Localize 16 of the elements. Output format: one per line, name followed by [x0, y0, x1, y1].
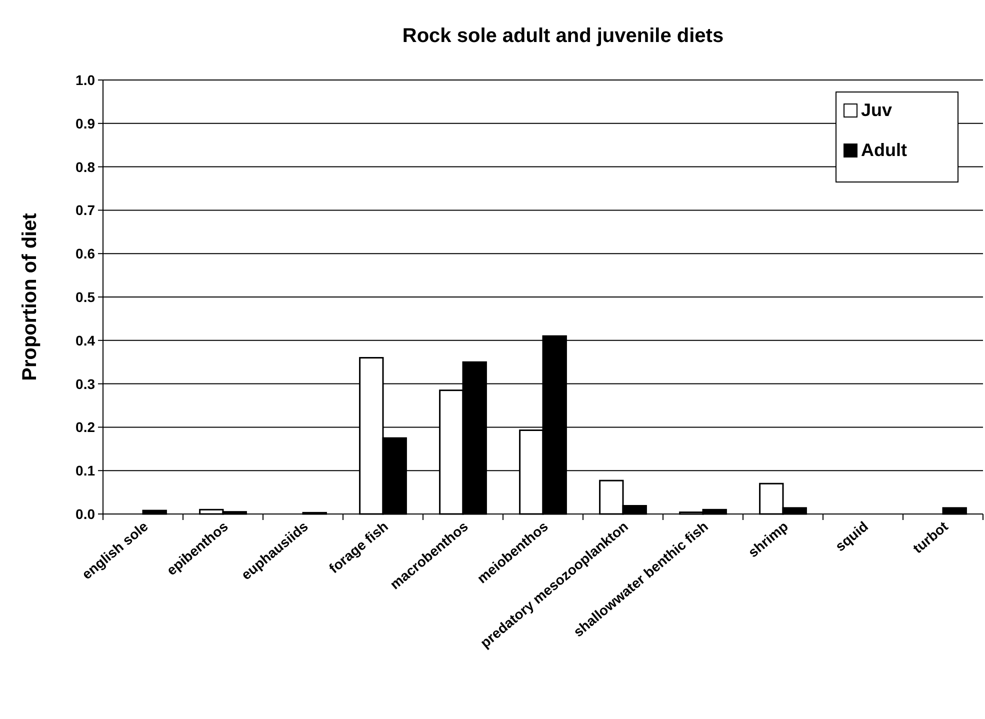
legend-label: Juv	[861, 100, 892, 120]
bar	[942, 507, 967, 515]
y-tick-label: 1.0	[76, 72, 96, 88]
chart-title: Rock sole adult and juvenile diets	[402, 25, 724, 47]
y-axis-title: Proportion of diet	[19, 212, 41, 381]
y-tick-label: 0.6	[76, 246, 96, 262]
legend-label: Adult	[861, 140, 907, 160]
y-tick-label: 0.3	[76, 376, 96, 392]
y-tick-label: 0.5	[76, 289, 96, 305]
y-tick-label: 0.1	[76, 462, 96, 479]
y-tick-label: 0.8	[76, 158, 96, 175]
y-tick-label: 0.4	[76, 332, 96, 348]
y-tick-label: 0.2	[76, 419, 96, 436]
y-tick-label: 0.7	[76, 202, 96, 218]
y-tick-label: 0.0	[76, 506, 96, 522]
y-tick-label: 0.9	[76, 115, 96, 132]
